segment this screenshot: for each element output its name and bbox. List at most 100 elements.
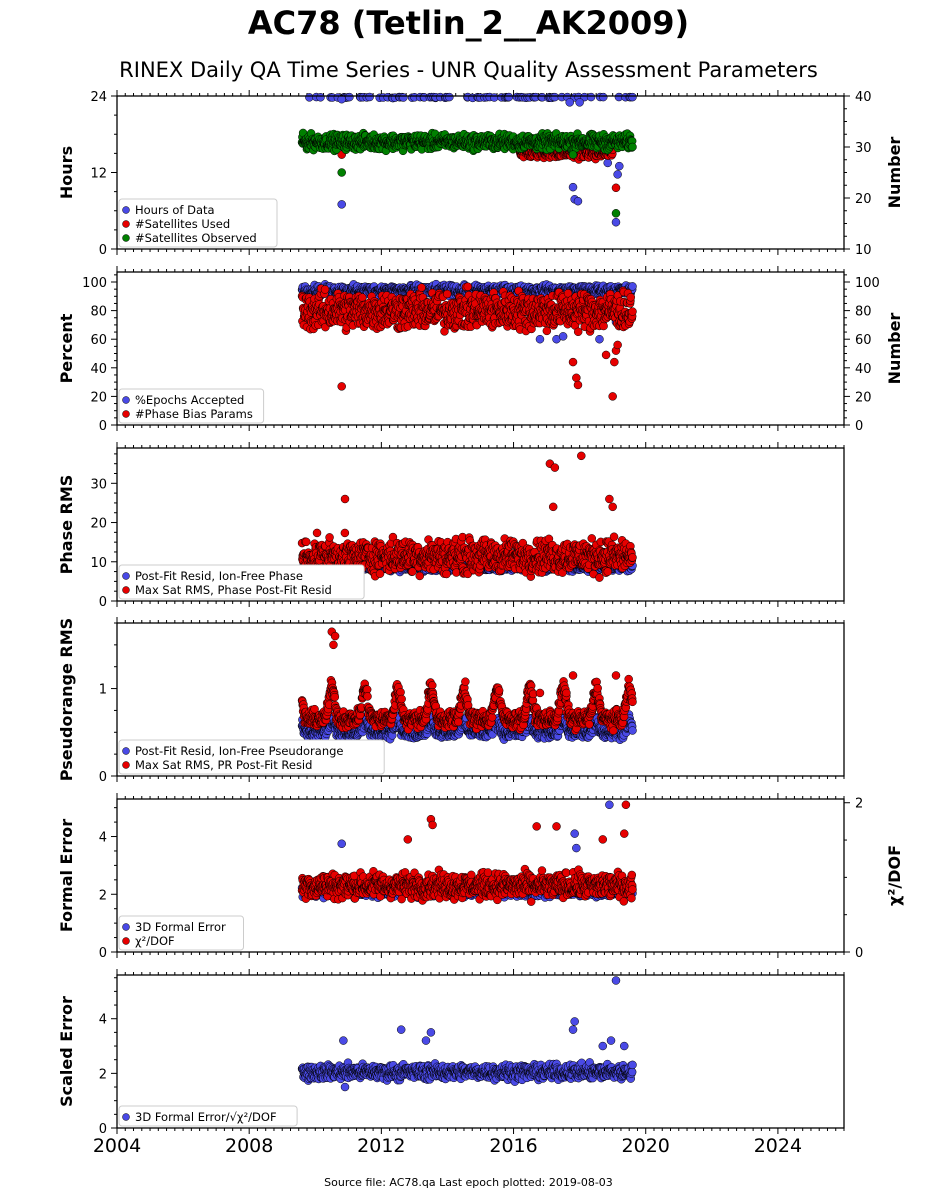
data-point: [504, 92, 514, 102]
series-red: [297, 282, 637, 401]
y2-tick-label: 40: [855, 362, 872, 377]
y-tick-label: 0: [99, 243, 107, 258]
data-point: [568, 357, 578, 367]
series-red: [297, 451, 637, 582]
data-point: [573, 327, 583, 337]
data-point: [542, 326, 552, 336]
data-point: [345, 92, 354, 102]
data-point: [613, 170, 622, 179]
data-point: [615, 161, 624, 171]
y2-tick-label: 60: [855, 333, 872, 348]
data-point: [626, 293, 636, 302]
data-point: [608, 392, 617, 401]
y2-tick-label: 0: [855, 419, 863, 434]
legend-label: #Satellites Used: [135, 217, 230, 231]
data-point: [611, 209, 621, 218]
y-tick-label: 0: [99, 595, 107, 610]
data-point: [573, 196, 583, 206]
legend-marker: [122, 410, 130, 418]
legend-marker: [122, 220, 130, 228]
y-tick-label: 12: [90, 167, 107, 182]
data-point: [611, 183, 621, 193]
data-point: [599, 321, 608, 331]
chart-title: AC78 (Tetlin_2__AK2009): [247, 4, 690, 42]
data-point: [337, 200, 346, 209]
legend-marker: [122, 396, 130, 404]
panel-2: 0 20 40 60 80 100 0 20 40 60 80 100 Percent Number %Ep…: [57, 266, 904, 434]
data-point: [340, 528, 350, 538]
y2-tick-label: 30: [855, 141, 872, 156]
y-tick-label: 20: [90, 517, 107, 532]
legend-marker: [122, 206, 130, 214]
y-axis-label: Hours: [57, 146, 76, 199]
data-point: [595, 334, 604, 344]
data-point: [443, 289, 452, 299]
data-point: [337, 382, 346, 391]
data-point: [628, 307, 637, 316]
data-point: [613, 340, 622, 350]
legend: Hours of Data#Satellites Used#Satellites…: [118, 198, 278, 248]
y2-tick-label: 20: [855, 192, 872, 207]
data-point: [610, 357, 619, 367]
data-point: [316, 93, 325, 102]
y-tick-label: 20: [90, 390, 107, 405]
y-tick-label: 80: [90, 305, 107, 320]
data-point: [399, 93, 408, 102]
legend-marker: [122, 234, 130, 242]
data-point: [365, 92, 374, 102]
y2-axis-label: Number: [885, 313, 904, 385]
data-point: [568, 182, 578, 192]
chart-subtitle: RINEX Daily QA Time Series - UNR Quality…: [119, 58, 818, 82]
data-point: [301, 537, 311, 547]
series-green: [297, 128, 637, 218]
data-points: [297, 92, 637, 227]
data-point: [463, 282, 473, 291]
y-tick-label: 40: [90, 362, 107, 377]
y-tick-label: 100: [82, 276, 107, 291]
data-points: [297, 451, 637, 582]
data-point: [325, 533, 334, 542]
y2-tick-label: 100: [855, 276, 880, 291]
data-point: [417, 283, 426, 292]
data-point: [575, 98, 584, 107]
data-point: [565, 98, 574, 107]
y2-tick-label: 20: [855, 390, 872, 405]
legend-label: #Satellites Observed: [135, 231, 257, 245]
data-point: [568, 150, 578, 159]
data-point: [628, 142, 637, 152]
data-point: [572, 373, 581, 383]
y-tick-label: 30: [90, 477, 107, 492]
data-point: [628, 282, 637, 291]
legend: %Epochs Accepted#Phase Bias Params: [118, 388, 265, 424]
data-point: [628, 92, 637, 102]
data-point: [445, 92, 454, 102]
data-point: [586, 92, 596, 102]
legend-label: #Phase Bias Params: [135, 407, 253, 421]
data-point: [490, 93, 499, 102]
y-axis-label: Phase RMS: [57, 475, 76, 575]
y-tick-label: 10: [90, 556, 107, 571]
data-point: [535, 334, 545, 344]
data-point: [358, 293, 367, 302]
y2-tick-label: 10: [855, 243, 872, 258]
data-point: [603, 158, 612, 168]
legend-label: %Epochs Accepted: [135, 393, 244, 407]
y2-tick-label: 40: [855, 90, 872, 105]
y-axis-label: Percent: [57, 313, 76, 383]
data-point: [601, 350, 611, 360]
data-point: [573, 380, 583, 390]
y-tick-label: 0: [99, 419, 107, 434]
y2-tick-label: 80: [855, 305, 872, 320]
y2-axis-label: Number: [885, 137, 904, 209]
data-point: [320, 285, 330, 294]
data-point: [337, 168, 346, 177]
y-tick-label: 24: [90, 90, 107, 105]
y-tick-label: 60: [90, 333, 107, 348]
data-point: [558, 332, 568, 341]
legend-label: Hours of Data: [135, 203, 215, 217]
data-point: [611, 217, 621, 227]
data-point: [312, 528, 322, 538]
